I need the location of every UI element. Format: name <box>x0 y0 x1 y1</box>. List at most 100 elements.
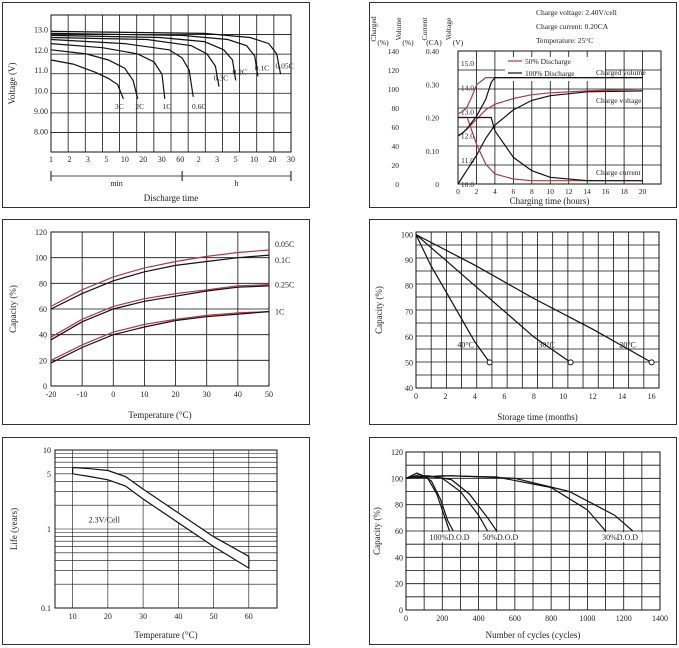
x-tick-label: 20 <box>139 155 147 164</box>
pct-tick-label: 40 <box>392 142 400 151</box>
y-tick-label: 120 <box>391 448 403 457</box>
x-tick-label: 0 <box>414 392 418 401</box>
y-tick-label: 50 <box>405 358 413 367</box>
curve-label: 20°C <box>619 340 636 349</box>
life-chart: 10 5 1 0.1 10 20 30 40 50 60 Life (years) Temperatu… <box>9 446 278 640</box>
y-tick-label: 0 <box>43 382 47 391</box>
x-tick-label: 5 <box>104 155 108 164</box>
x-tick-label: 800 <box>545 614 557 623</box>
y-tick-label: 10.0 <box>34 87 48 96</box>
info-line: Charge current: 0.20CA <box>536 22 609 31</box>
info-line: Charge voltage: 2.40V/cell <box>536 8 617 17</box>
x-axis-label: Temperature (°C) <box>128 410 191 420</box>
y-tick-label: 40 <box>405 384 413 393</box>
y-axis-label: Voltage (V) <box>7 62 17 104</box>
pct-tick-label: 100 <box>388 85 400 94</box>
dod-label: 100%D.O.D <box>430 533 470 542</box>
x-tick-label: 2 <box>67 155 71 164</box>
life-band <box>72 466 250 570</box>
y-tick-label: 9.00 <box>34 107 48 116</box>
v-tick-label: 11.0 <box>461 156 474 165</box>
axis-head-title: Current <box>420 17 429 41</box>
ca-tick-label: 0.40 <box>426 47 439 56</box>
v-tick-label: 15.0 <box>461 59 474 68</box>
y-tick-label: 10 <box>43 446 51 455</box>
y-tick-label: 0 <box>399 606 403 615</box>
x-tick-label: 0 <box>404 614 408 623</box>
x-tick-label: -20 <box>46 390 57 399</box>
curve-label: 0.2C <box>233 67 247 76</box>
charging-current-curve <box>458 116 643 182</box>
charging-chart-panel: Charged (%) Volume (%) Current (CA) Voltage (V)… <box>369 2 677 208</box>
storage-chart-panel: 100 90 80 70 60 50 40 0 2 4 6 8 10 12 14 16 Capacity (%)… <box>369 219 677 425</box>
pct-tick-label: 0 <box>395 180 399 189</box>
y-axis-label: Capacity (%) <box>8 285 18 333</box>
annotation-charge-current: Charge current <box>596 168 642 177</box>
y-tick-label: 11.0 <box>34 66 48 75</box>
info-bg <box>532 5 672 47</box>
cycles-chart-panel: 120 100 80 60 40 20 0 0 200 400 600 800 1000 1200 1400… <box>369 437 677 645</box>
y-tick-label: 120 <box>35 228 47 237</box>
curve-label: 0.25C <box>275 281 294 290</box>
x-tick-label: 6 <box>502 392 506 401</box>
x-tick-label: 200 <box>436 614 448 623</box>
dod-label: 50%D.O.D <box>482 533 518 542</box>
x-tick-label: 4 <box>493 187 497 196</box>
temp-capacity-curve <box>50 311 270 364</box>
curve-label: 1C <box>275 308 284 317</box>
x-axis-label: Discharge time <box>144 193 199 203</box>
x-tick-label: 18 <box>620 187 628 196</box>
axis-head-title: Volume <box>394 17 403 41</box>
annotation-charge-voltage: Charge voltage <box>596 96 642 105</box>
temp-capacity-curve <box>50 254 270 310</box>
curve-label: 30°C <box>538 340 555 349</box>
x-tick-label: 12 <box>565 187 573 196</box>
x-axis-label: Charging time (hours) <box>510 196 590 206</box>
x-tick-label: 14 <box>583 187 591 196</box>
charging-volume-curve <box>457 90 643 185</box>
charging-current-curve <box>458 116 643 182</box>
y-tick-label: 8.00 <box>34 128 48 137</box>
x-tick-label: 400 <box>473 614 485 623</box>
temperature-capacity-chart-panel: 120 100 80 60 40 20 0 -20 -10 0 10 20 30 40 50 Capacity… <box>2 219 310 425</box>
discharge-curve <box>50 34 237 81</box>
curve-label: 40°C <box>457 340 474 349</box>
pct-tick-label: 60 <box>392 123 400 132</box>
y-tick-label: 0.1 <box>41 604 51 613</box>
y-tick-label: 80 <box>405 282 413 291</box>
dod-label-bg <box>427 532 472 543</box>
discharge-curve <box>50 32 259 77</box>
x-tick-label: 60 <box>176 155 184 164</box>
dod-label-bg <box>598 532 643 543</box>
x-tick-label: 10 <box>547 187 555 196</box>
v-tick-label: 13.0 <box>461 107 474 116</box>
x-tick-label: 20 <box>172 390 180 399</box>
axis-head-title: Voltage <box>444 17 453 40</box>
dod-label: 30%D.O.D <box>602 533 638 542</box>
unit-min-label: min <box>110 179 122 188</box>
ca-tick-label: 0.30 <box>426 80 439 89</box>
storage-curve <box>415 234 652 363</box>
cycles-curve <box>405 473 454 532</box>
y-tick-label: 20 <box>395 580 403 589</box>
x-tick-label: 10 <box>121 155 129 164</box>
pct-tick-label: 20 <box>392 161 400 170</box>
storage-chart: 100 90 80 70 60 50 400 2 4 6 8 10 12 14 16 Capacity (%)… <box>374 231 660 422</box>
pct-tick-label: 80 <box>392 104 400 113</box>
x-tick-label: 14 <box>618 392 626 401</box>
storage-curve <box>415 234 491 363</box>
y-axis-label: Life (years) <box>9 508 19 550</box>
axis-head-unit: (CA) <box>426 38 442 47</box>
axis-head-title: Charged <box>370 16 378 42</box>
unit-h-label: h <box>235 179 239 188</box>
y-tick-label: 40 <box>39 331 47 340</box>
discharge-curve <box>50 49 139 99</box>
discharge-curve <box>50 59 124 100</box>
x-tick-label: 50 <box>210 612 218 621</box>
x-tick-label: 6 <box>511 187 515 196</box>
y-tick-label: 13.0 <box>34 25 48 34</box>
x-tick-label: 30 <box>139 612 147 621</box>
y-tick-label: 100 <box>391 474 403 483</box>
x-tick-label: 1400 <box>652 614 668 623</box>
